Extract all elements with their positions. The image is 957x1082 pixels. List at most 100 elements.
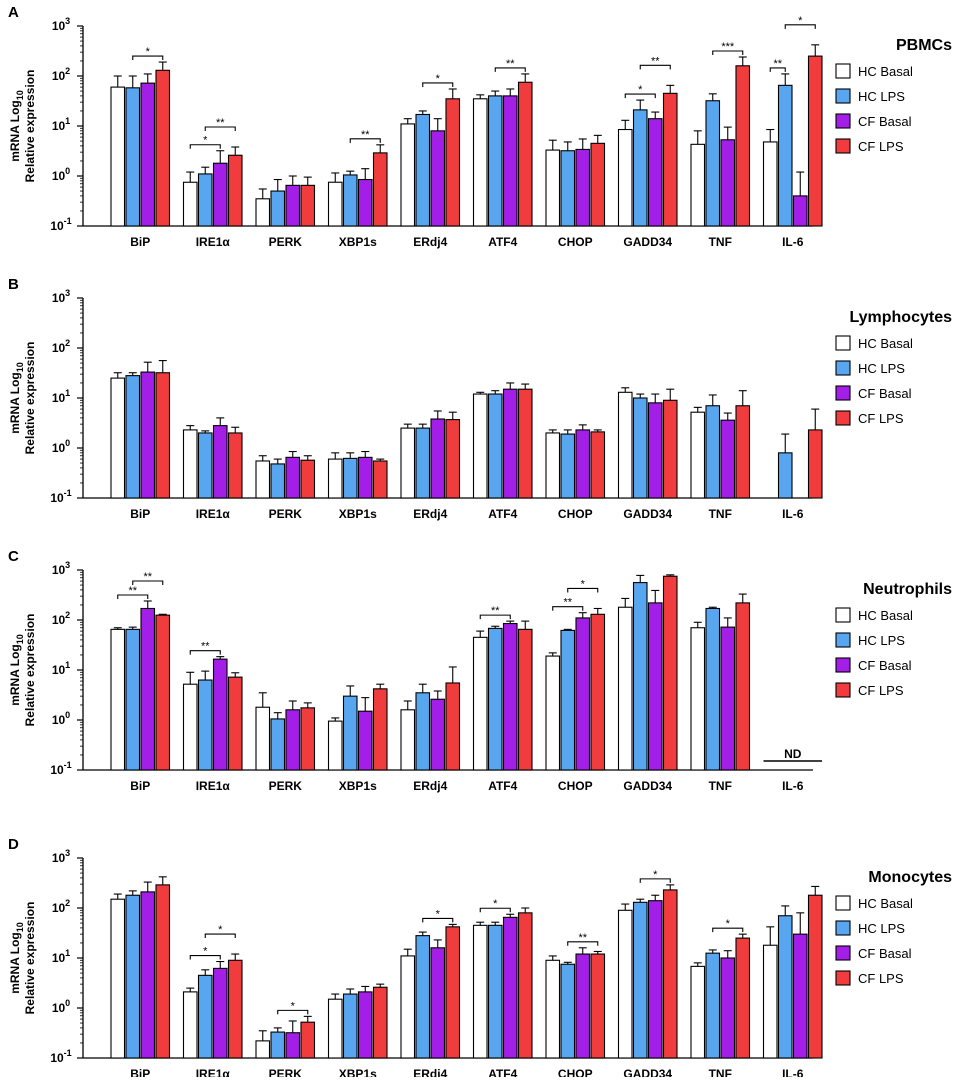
bar-cf-lps [227,432,243,499]
bar-hc-lps [342,695,358,771]
y-tick-base: 10 [52,441,66,455]
significance-bracket [552,606,584,611]
x-category-label: PERK [269,507,303,521]
significance-label: * [581,578,586,590]
x-category-label: GADD34 [623,235,672,249]
significance-bracket [784,24,816,29]
y-tick-exponent: 1 [65,660,70,670]
significance-label: * [726,918,731,930]
y-axis-label: mRNA Log10 [8,922,25,994]
legend-label: HC Basal [858,64,913,79]
y-tick-exponent: 0 [65,710,70,720]
bar-hc-lps [270,1031,286,1059]
y-axis-label-sub: 10 [15,634,25,644]
bar-cf-basal [575,148,591,227]
legend-swatch [835,360,851,376]
y-tick-exponent: 2 [65,66,70,76]
bar-cf-lps [227,959,243,1059]
x-category-label: ERdj4 [413,507,447,521]
y-tick-exponent: 3 [65,848,70,858]
bar-hc-basal [327,458,343,499]
y-tick-exponent: -1 [64,760,72,770]
bar-cf-lps [445,682,461,771]
bar-cf-basal [430,698,446,771]
bar-cf-basal [212,425,228,499]
bar-cf-basal [647,402,663,499]
significance-bracket [712,50,744,55]
y-tick-exponent: 2 [65,898,70,908]
legend-label: HC Basal [858,896,913,911]
legend-label: CF LPS [858,971,904,986]
bar-cf-lps [372,152,388,227]
significance-label: * [436,908,441,920]
y-tick-exponent: -1 [64,216,72,226]
y-tick-label: 101 [52,948,70,965]
x-category-label: IL-6 [782,779,804,793]
bar-cf-basal [502,916,518,1059]
bar-hc-basal [617,391,633,499]
bar-cf-basal [575,429,591,499]
bar-hc-lps [560,963,576,1059]
bar-cf-lps [517,912,533,1059]
x-category-label: ERdj4 [413,235,447,249]
significance-bracket [494,67,526,72]
bar-hc-lps [125,87,141,227]
bar-hc-basal [690,411,706,499]
legend-swatch [835,607,851,623]
y-tick-label: 10-1 [50,216,71,233]
y-tick-exponent: 3 [65,560,70,570]
y-tick-exponent: 0 [65,166,70,176]
significance-label: * [436,73,441,85]
bar-cf-basal [212,967,228,1059]
bar-hc-lps [197,679,213,771]
significance-bracket [567,587,599,593]
bar-hc-lps [487,95,503,227]
significance-label: * [638,84,643,96]
bar-hc-basal [400,427,416,499]
y-tick-exponent: 1 [65,116,70,126]
legend-label: HC LPS [858,921,905,936]
bar-cf-lps [517,388,533,499]
bar-hc-lps [342,993,358,1059]
legend-swatch [835,410,851,426]
y-tick-label: 103 [52,16,70,33]
x-category-label: ATF4 [488,235,517,249]
bar-hc-lps [705,405,721,499]
x-category-label: XBP1s [339,507,377,521]
y-tick-base: 10 [52,169,66,183]
bar-hc-basal [182,991,198,1059]
y-tick-label: 100 [52,998,70,1015]
significance-bracket [567,941,599,946]
legend-label: HC LPS [858,633,905,648]
bar-hc-lps [415,935,431,1059]
bar-cf-lps [372,460,388,499]
bar-hc-lps [342,174,358,227]
bar-hc-lps [705,607,721,771]
y-tick-exponent: 2 [65,610,70,620]
y-tick-base: 10 [52,69,66,83]
x-category-label: GADD34 [623,779,672,793]
y-tick-base: 10 [52,851,66,865]
bar-hc-basal [327,181,343,227]
significance-bracket [189,144,221,149]
bar-cf-lps [300,184,316,227]
bar-hc-basal [400,123,416,227]
legend-swatch [835,920,851,936]
bar-hc-basal [110,86,126,227]
bar-cf-lps [590,613,606,771]
y-tick-base: 10 [52,1001,66,1015]
bar-cf-lps [155,884,171,1059]
bar-cf-lps [445,419,461,499]
legend-swatch [835,335,851,351]
x-category-label: IRE1α [196,507,231,521]
y-tick-exponent: -1 [64,1048,72,1058]
bar-hc-basal [690,143,706,227]
legend-swatch [835,632,851,648]
legend-label: CF Basal [858,114,912,129]
bar-cf-lps [300,1021,316,1059]
legend-label: HC LPS [858,89,905,104]
bar-hc-lps [777,84,793,227]
legend-label: CF LPS [858,411,904,426]
